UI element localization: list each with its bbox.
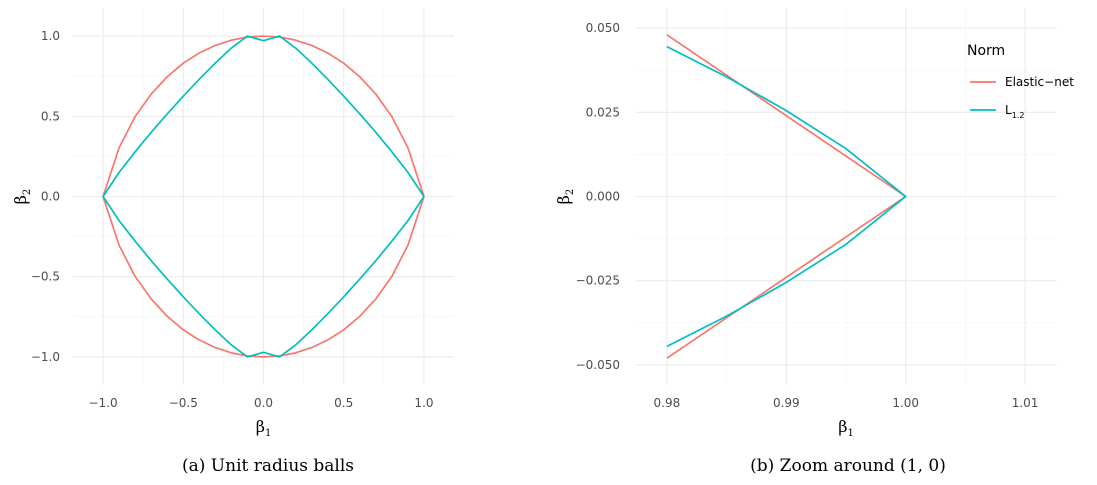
y-tick-label: −1.0 bbox=[31, 350, 60, 364]
y-axis-label-sub: 2 bbox=[22, 189, 33, 195]
panel-caption: (b) Zoom around (1, 0) bbox=[750, 456, 946, 476]
series-line-l12 bbox=[666, 45, 907, 348]
x-axis-label-sub: 1 bbox=[847, 428, 853, 439]
y-tick-label: 0.000 bbox=[586, 190, 620, 204]
y-axis-label: β2 bbox=[11, 189, 33, 205]
x-axis-label-main: β bbox=[256, 417, 265, 436]
y-axis-label: β2 bbox=[554, 189, 576, 205]
x-tick-label: 1.01 bbox=[1012, 396, 1039, 410]
x-tick-label: 0.99 bbox=[773, 396, 800, 410]
y-tick-label: −0.050 bbox=[576, 358, 620, 372]
y-tick-label: −0.5 bbox=[31, 270, 60, 284]
x-tick-label: 0.5 bbox=[334, 396, 353, 410]
y-axis-label-main: β bbox=[11, 195, 30, 204]
panel-caption: (a) Unit radius balls bbox=[182, 456, 354, 476]
x-tick-label: 0.0 bbox=[254, 396, 273, 410]
y-axis-label-sub: 2 bbox=[565, 189, 576, 195]
legend-title: Norm bbox=[967, 43, 1005, 59]
x-tick-label: −1.0 bbox=[88, 396, 117, 410]
y-tick-label: −0.025 bbox=[576, 274, 620, 288]
legend-item-label: Elastic−net bbox=[1005, 75, 1074, 89]
x-axis-label-sub: 1 bbox=[265, 428, 271, 439]
panel-b: 0.98 0.99 1.00 1.01 −0.050 −0.025 0.000 0.025 0.… bbox=[554, 8, 1057, 476]
y-tick-label: 0.025 bbox=[586, 105, 620, 119]
panel-a: −1.0 −0.5 0.0 0.5 1.0−1.0−0.50.00.51.0β1β2(a… bbox=[11, 8, 454, 476]
x-axis-label-main: β bbox=[838, 417, 847, 436]
y-axis-label-main: β bbox=[554, 195, 573, 204]
legend-item-label: L1.2 bbox=[1005, 103, 1024, 120]
x-tick-label: −0.5 bbox=[169, 396, 198, 410]
y-tick-label: 0.050 bbox=[586, 21, 620, 35]
x-tick-label: 1.0 bbox=[414, 396, 433, 410]
x-tick-label: 0.98 bbox=[654, 396, 681, 410]
legend: Norm Elastic−net L1.2 bbox=[967, 43, 1074, 120]
y-tick-label: 0.5 bbox=[41, 109, 60, 123]
y-tick-label: 1.0 bbox=[41, 29, 60, 43]
legend-item-label-main: Elastic−net bbox=[1005, 75, 1074, 89]
x-axis-label: β1 bbox=[838, 417, 854, 439]
legend-item-label-sub: 1.2 bbox=[1012, 111, 1025, 120]
x-axis-label: β1 bbox=[256, 417, 272, 439]
legend-item-label-main: L bbox=[1005, 103, 1012, 117]
series-line-l12 bbox=[102, 35, 425, 358]
y-tick-label: 0.0 bbox=[41, 190, 60, 204]
x-tick-label: 1.00 bbox=[892, 396, 919, 410]
